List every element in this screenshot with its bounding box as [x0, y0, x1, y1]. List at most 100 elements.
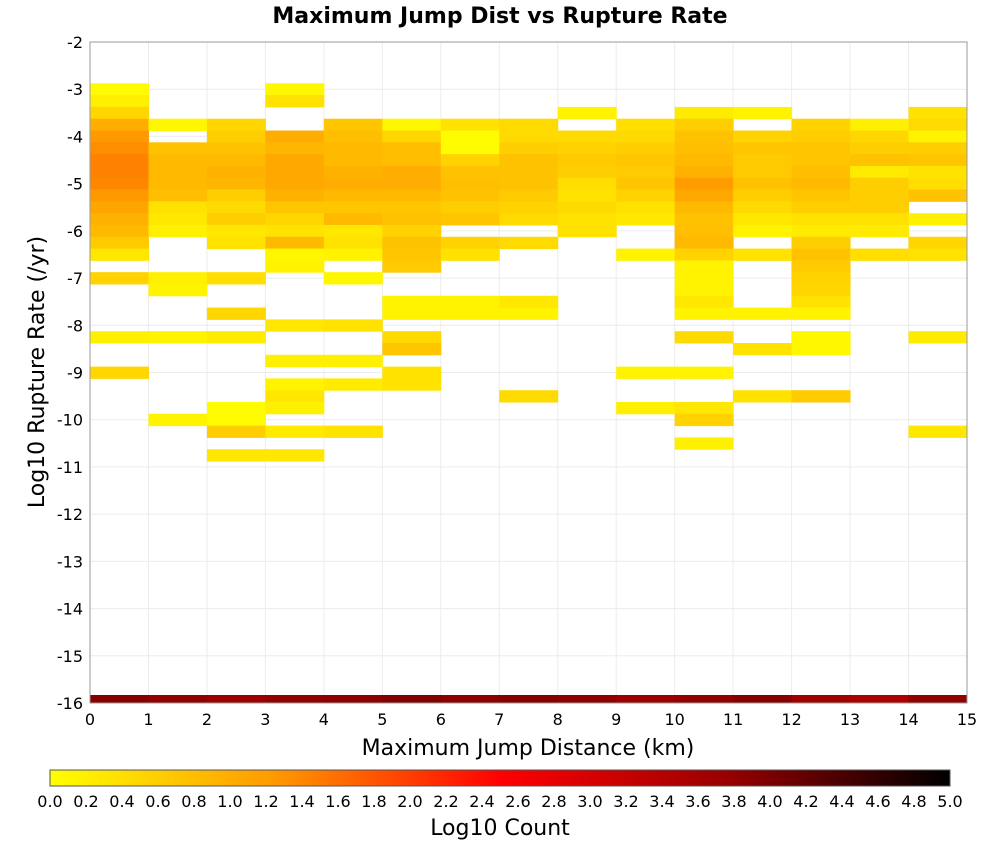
- heatmap-cell: [440, 177, 500, 191]
- colorbar-tick-label: 3.4: [649, 792, 674, 811]
- heatmap-cell: [323, 248, 383, 261]
- x-tick-label: 9: [611, 710, 621, 729]
- heatmap-cell: [90, 331, 149, 344]
- heatmap-cell: [382, 130, 442, 143]
- plot-frame: [89, 41, 968, 704]
- heatmap-cell: [90, 118, 149, 132]
- heatmap-cell: [148, 283, 208, 297]
- heatmap-cell: [908, 248, 968, 261]
- heatmap-cell: [206, 449, 266, 462]
- heatmap-cell: [90, 95, 149, 108]
- heatmap-cell: [440, 248, 500, 261]
- heatmap-cell: [382, 260, 442, 273]
- heatmap-cells: [90, 83, 968, 703]
- heatmap-cell: [440, 130, 500, 143]
- heatmap-cell: [148, 201, 208, 214]
- heatmap-cell: [850, 154, 910, 167]
- heatmap-cell: [791, 272, 851, 285]
- heatmap-cell: [265, 425, 325, 438]
- colorbar-tick-label: 5.0: [937, 792, 962, 811]
- heatmap-cell: [733, 154, 793, 167]
- colorbar-tick-label: 0.4: [109, 792, 134, 811]
- heatmap-cell: [90, 695, 149, 703]
- heatmap-cell: [323, 213, 383, 226]
- colorbar-tick-label: 3.6: [685, 792, 710, 811]
- colorbar-tick-label: 2.6: [505, 792, 530, 811]
- colorbar-tick-label: 3.0: [577, 792, 602, 811]
- y-tick-label: -14: [57, 600, 83, 619]
- heatmap-cell: [265, 165, 325, 179]
- heatmap-cell: [148, 189, 208, 202]
- heatmap-cell: [733, 224, 793, 238]
- heatmap-cell: [148, 695, 208, 703]
- heatmap-cell: [90, 142, 149, 155]
- heatmap-cell: [440, 236, 500, 250]
- heatmap-cell: [616, 189, 676, 202]
- x-tick-label: 13: [840, 710, 860, 729]
- heatmap-cell: [440, 189, 500, 202]
- heatmap-cell: [323, 354, 383, 368]
- y-tick-label: -16: [57, 694, 83, 713]
- heatmap-cell: [148, 165, 208, 179]
- colorbar-tick-label: 2.4: [469, 792, 494, 811]
- heatmap-cell: [265, 319, 325, 332]
- heatmap-cell: [382, 154, 442, 167]
- heatmap-cell: [382, 248, 442, 261]
- heatmap-cell: [557, 154, 617, 167]
- heatmap-cell: [557, 130, 617, 143]
- heatmap-cell: [265, 154, 325, 167]
- heatmap-cell: [908, 130, 968, 143]
- heatmap-cell: [499, 213, 559, 226]
- heatmap-cell: [908, 106, 968, 120]
- heatmap-cell: [206, 154, 266, 167]
- heatmap-cell: [90, 154, 149, 167]
- heatmap-cell: [499, 177, 559, 191]
- heatmap-cell: [791, 295, 851, 309]
- heatmap-cell: [674, 165, 734, 179]
- heatmap-cell: [323, 154, 383, 167]
- heatmap-cell: [206, 695, 266, 703]
- heatmap-cell: [674, 236, 734, 250]
- heatmap-cell: [733, 142, 793, 155]
- heatmap-cell: [206, 142, 266, 155]
- colorbar-tick-label: 1.2: [253, 792, 278, 811]
- heatmap-cell: [440, 165, 500, 179]
- colorbar-tick-label: 0.0: [37, 792, 62, 811]
- heatmap-cell: [733, 695, 793, 703]
- y-axis-label: Log10 Rupture Rate (/yr): [25, 236, 50, 508]
- heatmap-cell: [323, 201, 383, 214]
- heatmap-cell: [733, 213, 793, 226]
- heatmap-cell: [908, 236, 968, 250]
- heatmap-cell: [674, 413, 734, 427]
- heatmap-cell: [908, 331, 968, 344]
- y-tick-label: -6: [67, 222, 83, 241]
- heatmap-cell: [557, 213, 617, 226]
- x-tick-label: 7: [494, 710, 504, 729]
- heatmap-cell: [90, 83, 149, 96]
- heatmap-cell: [440, 213, 500, 226]
- heatmap-cell: [499, 154, 559, 167]
- x-tick-label: 6: [436, 710, 446, 729]
- x-tick-label: 0: [85, 710, 95, 729]
- heatmap-cell: [908, 154, 968, 167]
- heatmap-cell: [206, 130, 266, 143]
- y-tick-label: -12: [57, 505, 83, 524]
- colorbar-tick-label: 1.6: [325, 792, 350, 811]
- heatmap-cell: [791, 154, 851, 167]
- heatmap-cell: [850, 213, 910, 226]
- heatmap-cell: [674, 177, 734, 191]
- heatmap-cell: [674, 201, 734, 214]
- heatmap-cell: [440, 118, 500, 132]
- heatmap-cell: [90, 165, 149, 179]
- heatmap-cell: [382, 213, 442, 226]
- heatmap-cell: [323, 319, 383, 332]
- heatmap-cell: [791, 142, 851, 155]
- heatmap-cell: [791, 331, 851, 344]
- colorbar-tick-label: 2.8: [541, 792, 566, 811]
- heatmap-cell: [674, 283, 734, 297]
- heatmap-cell: [206, 177, 266, 191]
- heatmap-cell: [499, 236, 559, 250]
- heatmap-cell: [90, 224, 149, 238]
- heatmap-cell: [674, 260, 734, 273]
